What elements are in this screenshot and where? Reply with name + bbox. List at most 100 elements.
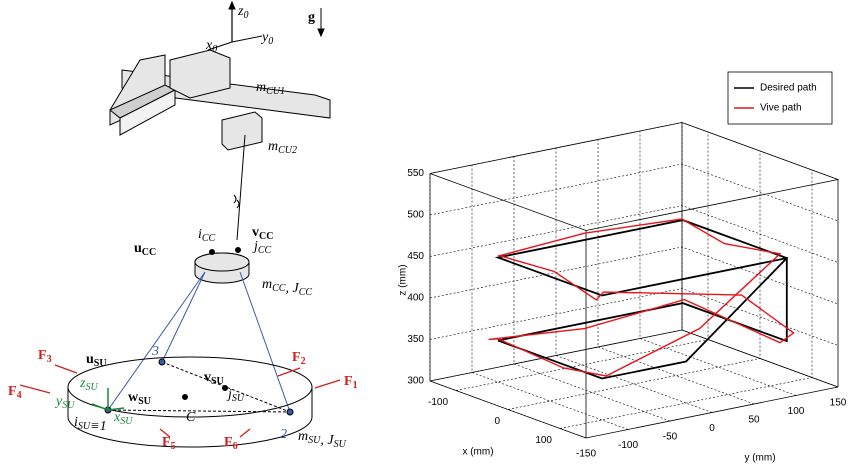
label-sub: SU bbox=[85, 382, 98, 393]
data-line bbox=[498, 220, 787, 378]
z-axis-label: z (mm) bbox=[398, 264, 409, 295]
diagram-label: g bbox=[308, 10, 315, 25]
diagram-label: F5 bbox=[162, 435, 176, 452]
label-sub: SU bbox=[78, 421, 91, 432]
diagram-label: iSU≡1 bbox=[74, 415, 107, 434]
label-sub: CU1 bbox=[266, 86, 285, 97]
label-sub: 1 bbox=[353, 380, 358, 391]
z-tick-label: 300 bbox=[407, 376, 424, 387]
label-sub: 6 bbox=[233, 441, 238, 452]
y-tick-label: -50 bbox=[663, 432, 678, 443]
y-tick-label: 150 bbox=[830, 398, 847, 409]
y-tick-label: 0 bbox=[709, 423, 715, 434]
diagram-label: F3 bbox=[38, 348, 52, 365]
grid-line bbox=[508, 151, 760, 410]
label-text: m bbox=[262, 277, 272, 292]
label-sub: 2 bbox=[301, 356, 306, 367]
label-text: m bbox=[256, 80, 266, 95]
grid-line bbox=[430, 164, 838, 221]
diagram-label: 3 bbox=[151, 344, 159, 359]
diagram-label: iCC bbox=[198, 227, 216, 244]
label-text: ≡1 bbox=[90, 419, 106, 434]
label-text: F bbox=[38, 348, 47, 363]
x-tick-label: 100 bbox=[535, 435, 552, 446]
label-sub: CC bbox=[142, 247, 156, 258]
legend-label: Desired path bbox=[760, 83, 817, 94]
label-sub: 0 bbox=[268, 36, 273, 47]
label-text: F bbox=[224, 435, 233, 450]
label-sub: SU bbox=[62, 400, 75, 411]
label-text: , J bbox=[320, 433, 334, 448]
diagram-label: F2 bbox=[292, 350, 306, 367]
label-text: C bbox=[186, 410, 196, 425]
label-sub: 0 bbox=[243, 10, 248, 21]
label-text: v bbox=[252, 225, 259, 240]
y-tick-label: -100 bbox=[618, 440, 638, 451]
plot-3d: 300350400450500550-1000100-150-100-50050… bbox=[398, 72, 847, 464]
grid-line bbox=[640, 131, 796, 396]
y-axis-label: y (mm) bbox=[744, 453, 775, 464]
diagram-label: uSU bbox=[86, 352, 107, 369]
diagram-label: C bbox=[186, 410, 196, 425]
diagram-label: uCC bbox=[134, 241, 156, 258]
label-text: 3 bbox=[151, 344, 159, 359]
label-sub: SU bbox=[334, 439, 347, 450]
label-sub: CC bbox=[258, 245, 272, 256]
z-tick-label: 400 bbox=[407, 293, 424, 304]
label-sub: CC bbox=[272, 283, 286, 294]
diagram-label: y0 bbox=[260, 30, 273, 47]
diagram-label: F4 bbox=[8, 384, 22, 401]
label-text: F bbox=[344, 374, 353, 389]
label-sub: 3 bbox=[47, 354, 52, 365]
label-text: u bbox=[86, 352, 94, 367]
grid-line bbox=[472, 165, 628, 430]
x-axis-label: x (mm) bbox=[462, 447, 493, 458]
grid-line bbox=[430, 123, 838, 180]
axis-box bbox=[430, 123, 838, 231]
z-tick-label: 550 bbox=[407, 168, 424, 179]
diagram-label: F6 bbox=[224, 435, 238, 452]
label-sub: SU bbox=[232, 393, 245, 404]
grid-line bbox=[456, 132, 708, 391]
diagram-label: F1 bbox=[344, 374, 358, 391]
label-text: v bbox=[204, 370, 211, 385]
z-tick-label: 500 bbox=[407, 210, 424, 221]
label-sub: SU bbox=[211, 376, 224, 387]
label-text: u bbox=[134, 241, 142, 256]
label-text: m bbox=[268, 139, 278, 154]
diagram-label: zSU bbox=[79, 376, 98, 393]
label-sub: SU bbox=[120, 416, 133, 427]
label-text: m bbox=[298, 429, 308, 444]
diagram-label: z0 bbox=[237, 4, 248, 21]
diagram-label: x0 bbox=[205, 38, 217, 55]
label-sub: 5 bbox=[171, 441, 176, 452]
suspension bbox=[20, 248, 340, 447]
label-text: F bbox=[292, 350, 301, 365]
diagram-label: wSU bbox=[128, 390, 151, 407]
label-sub: CC bbox=[299, 287, 313, 298]
label-sub: 0 bbox=[212, 44, 217, 55]
grid-line bbox=[430, 174, 586, 439]
diagram-label: mSU, JSU bbox=[298, 429, 347, 450]
label-sub: SU bbox=[94, 358, 107, 369]
x-tick-label: -100 bbox=[428, 397, 448, 408]
label-text: F bbox=[8, 384, 17, 399]
diagram-label: mCC, JCC bbox=[262, 277, 312, 298]
label-sub: CC bbox=[259, 231, 273, 242]
grid-line bbox=[430, 247, 838, 304]
diagram-label: vSU bbox=[204, 370, 224, 387]
diagram-label: ySU bbox=[54, 394, 75, 411]
label-sub: SU bbox=[308, 435, 321, 446]
x-tick-label: 0 bbox=[494, 416, 500, 427]
axis-box bbox=[430, 381, 838, 438]
legend-label: Vive path bbox=[760, 103, 802, 114]
diagram-label: mCU2 bbox=[268, 139, 297, 156]
label-sub: 4 bbox=[17, 390, 22, 401]
label-text: F bbox=[162, 435, 171, 450]
label-text: 2 bbox=[280, 427, 287, 442]
z-tick-label: 350 bbox=[407, 334, 424, 345]
diagram-label: 2 bbox=[280, 427, 287, 442]
y-tick-label: 100 bbox=[788, 406, 805, 417]
label-sub: CU2 bbox=[278, 145, 297, 156]
gantry bbox=[110, 2, 330, 283]
